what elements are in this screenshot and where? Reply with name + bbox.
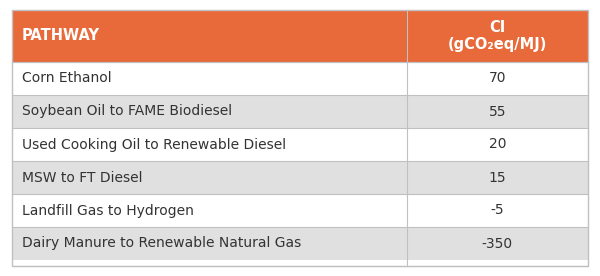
Bar [407, 95, 588, 128]
Text: 20: 20 [488, 137, 506, 152]
Bar [407, 62, 588, 95]
Bar [407, 10, 588, 62]
Bar [12, 194, 407, 227]
Text: Landfill Gas to Hydrogen: Landfill Gas to Hydrogen [22, 203, 194, 217]
Text: PATHWAY: PATHWAY [22, 28, 100, 44]
Text: 70: 70 [488, 71, 506, 86]
Bar [12, 95, 407, 128]
Bar [12, 227, 407, 260]
Bar [407, 128, 588, 161]
Text: Soybean Oil to FAME Biodiesel: Soybean Oil to FAME Biodiesel [22, 105, 232, 118]
Text: -350: -350 [482, 237, 513, 251]
Text: 55: 55 [488, 105, 506, 118]
Text: Used Cooking Oil to Renewable Diesel: Used Cooking Oil to Renewable Diesel [22, 137, 286, 152]
Text: CI
(gCO₂eq/MJ): CI (gCO₂eq/MJ) [448, 20, 547, 52]
Text: Dairy Manure to Renewable Natural Gas: Dairy Manure to Renewable Natural Gas [22, 237, 301, 251]
Text: Corn Ethanol: Corn Ethanol [22, 71, 112, 86]
Bar [12, 10, 407, 62]
Bar [12, 128, 407, 161]
Bar [407, 227, 588, 260]
Text: -5: -5 [490, 203, 504, 217]
Text: 15: 15 [488, 171, 506, 184]
Bar [407, 161, 588, 194]
Bar [12, 161, 407, 194]
Bar [12, 62, 407, 95]
Text: MSW to FT Diesel: MSW to FT Diesel [22, 171, 143, 184]
Bar [407, 194, 588, 227]
